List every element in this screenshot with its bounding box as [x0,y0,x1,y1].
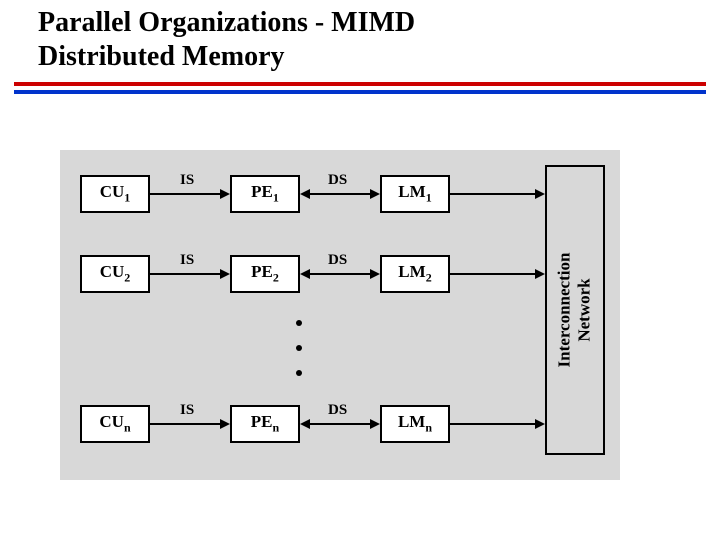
edge-lmn-net [450,423,535,425]
arrow-icon [370,269,380,279]
edge-pe1-lm1 [310,193,370,195]
arrow-icon [535,419,545,429]
arrow-icon [535,269,545,279]
title-line-1: Parallel Organizations - MIMD [38,7,415,38]
label-ds-2: DS [328,252,347,269]
arrow-icon [535,189,545,199]
page-title: Parallel Organizations - MIMD Distribute… [38,6,415,73]
node-interconnection-network: InterconnectionNetwork [545,165,605,455]
edge-cun-pen [150,423,220,425]
arrow-icon [220,189,230,199]
arrow-icon [220,269,230,279]
divider-red [14,82,706,86]
arrow-icon [300,189,310,199]
ellipsis-dot [296,345,302,351]
ellipsis-dot [296,320,302,326]
node-lm2: LM2 [380,255,450,293]
node-cun: CUn [80,405,150,443]
edge-pe2-lm2 [310,273,370,275]
node-pe1: PE1 [230,175,300,213]
edge-lm1-net [450,193,535,195]
edge-cu1-pe1 [150,193,220,195]
title-line-2: Distributed Memory [38,41,285,72]
node-lm1: LM1 [380,175,450,213]
network-label: InterconnectionNetwork [555,253,596,368]
label-is-2: IS [180,252,194,269]
node-lmn: LMn [380,405,450,443]
mimd-diagram: CU1 PE1 LM1 CU2 PE2 LM2 CUn PEn LMn Inte… [60,150,620,480]
arrow-icon [220,419,230,429]
label-ds-1: DS [328,172,347,189]
edge-pen-lmn [310,423,370,425]
arrow-icon [300,269,310,279]
divider-blue [14,90,706,94]
node-cu1: CU1 [80,175,150,213]
node-cu2: CU2 [80,255,150,293]
arrow-icon [300,419,310,429]
node-pe2: PE2 [230,255,300,293]
label-ds-n: DS [328,402,347,419]
arrow-icon [370,189,380,199]
ellipsis-dot [296,370,302,376]
edge-lm2-net [450,273,535,275]
arrow-icon [370,419,380,429]
node-pen: PEn [230,405,300,443]
label-is-n: IS [180,402,194,419]
label-is-1: IS [180,172,194,189]
edge-cu2-pe2 [150,273,220,275]
